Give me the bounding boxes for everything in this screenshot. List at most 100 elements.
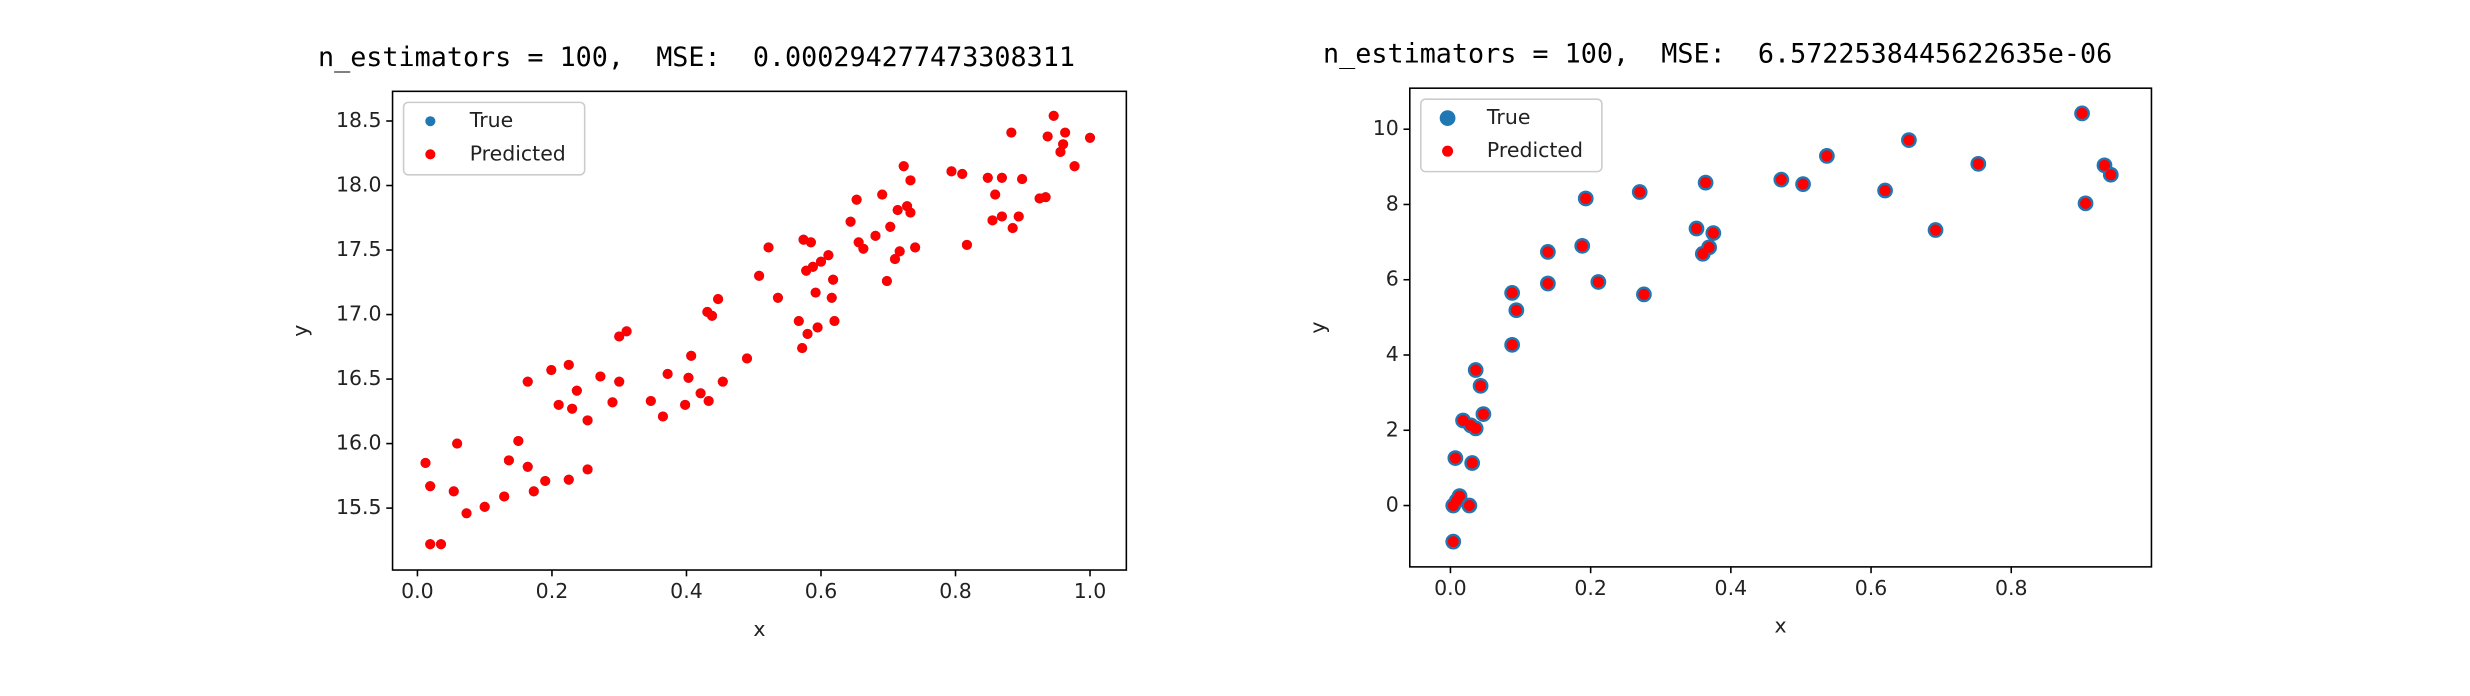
y-tick-label: 18.5 [336, 108, 382, 132]
point [582, 415, 593, 426]
point [829, 315, 840, 327]
point [793, 315, 804, 327]
series [420, 110, 1096, 550]
point [877, 189, 888, 200]
point [828, 274, 839, 285]
point [540, 475, 551, 487]
point [1506, 287, 1518, 299]
point [987, 215, 998, 226]
point [2080, 197, 2092, 209]
x-tick-label: 0.0 [1434, 576, 1467, 600]
x-axis-label: x [753, 617, 765, 641]
legend-label: Predicted [470, 141, 566, 165]
point [582, 464, 593, 475]
point [657, 411, 668, 422]
x-tick-label: 1.0 [1074, 579, 1107, 603]
point [546, 364, 557, 376]
legend-marker [425, 116, 436, 127]
point [990, 189, 1001, 200]
point [522, 376, 533, 387]
point [1055, 146, 1066, 158]
point [763, 242, 774, 253]
point [957, 168, 968, 179]
point [1690, 223, 1703, 235]
point [522, 461, 533, 472]
point [563, 474, 574, 485]
series [1447, 107, 2117, 548]
point [812, 322, 823, 333]
legend-marker [425, 149, 436, 160]
point [961, 239, 972, 250]
point [1510, 304, 1522, 316]
point [889, 254, 901, 265]
point [1797, 178, 1809, 190]
point [1463, 500, 1475, 512]
point [1040, 192, 1051, 203]
point [851, 194, 862, 205]
point [823, 250, 834, 261]
point [1470, 364, 1482, 376]
point [946, 166, 957, 177]
point [717, 376, 728, 387]
x-tick-label: 0.2 [1574, 576, 1607, 600]
point [894, 246, 905, 257]
y-tick-label: 16.0 [336, 431, 382, 455]
point [695, 388, 706, 399]
point [1930, 224, 1942, 236]
y-tick-label: 17.0 [336, 302, 382, 326]
x-tick-label: 0.6 [805, 579, 838, 603]
y-tick-label: 2 [1386, 417, 1399, 441]
x-tick-label: 0.0 [401, 579, 434, 603]
y-tick-label: 15.5 [336, 495, 382, 519]
point [1700, 177, 1712, 189]
point [1580, 192, 1592, 204]
point [892, 204, 903, 216]
point [513, 435, 524, 447]
point [435, 539, 447, 550]
point [706, 310, 718, 321]
point [1007, 223, 1018, 234]
x-tick-label: 0.8 [1995, 576, 2028, 600]
point [479, 501, 490, 512]
point [553, 399, 564, 410]
point [703, 395, 714, 407]
point [1775, 174, 1787, 186]
point [810, 287, 821, 298]
point [614, 331, 625, 342]
x-tick-label: 0.4 [670, 579, 703, 603]
point [425, 539, 436, 550]
point [452, 438, 463, 449]
y-tick-label: 18.0 [336, 173, 382, 197]
point [448, 486, 459, 497]
x-tick-label: 0.8 [939, 579, 972, 603]
point [621, 326, 632, 337]
point [807, 261, 818, 272]
point [1638, 288, 1650, 300]
point [1879, 185, 1891, 197]
point [1506, 339, 1518, 351]
point [982, 172, 993, 183]
chart-title: n_estimators = 100, MSE: 6.5722538445622… [1323, 39, 2112, 70]
point [870, 230, 881, 241]
point [858, 243, 869, 254]
point [1592, 276, 1604, 288]
y-tick-label: 16.5 [336, 366, 382, 390]
point [1470, 422, 1482, 434]
point [996, 211, 1007, 222]
point [1017, 174, 1028, 185]
chart-title: n_estimators = 100, MSE: 0.0002942774733… [318, 42, 1075, 73]
point [2105, 169, 2117, 181]
point [1013, 211, 1024, 222]
point [595, 371, 606, 382]
y-axis-label: y [288, 325, 312, 337]
point [683, 372, 694, 383]
point [614, 376, 625, 387]
x-axis-label: x [1775, 614, 1787, 638]
point [754, 270, 765, 281]
x-tick-label: 0.2 [536, 579, 569, 603]
point [1703, 241, 1715, 253]
point [1972, 158, 1984, 170]
point [1475, 380, 1487, 392]
